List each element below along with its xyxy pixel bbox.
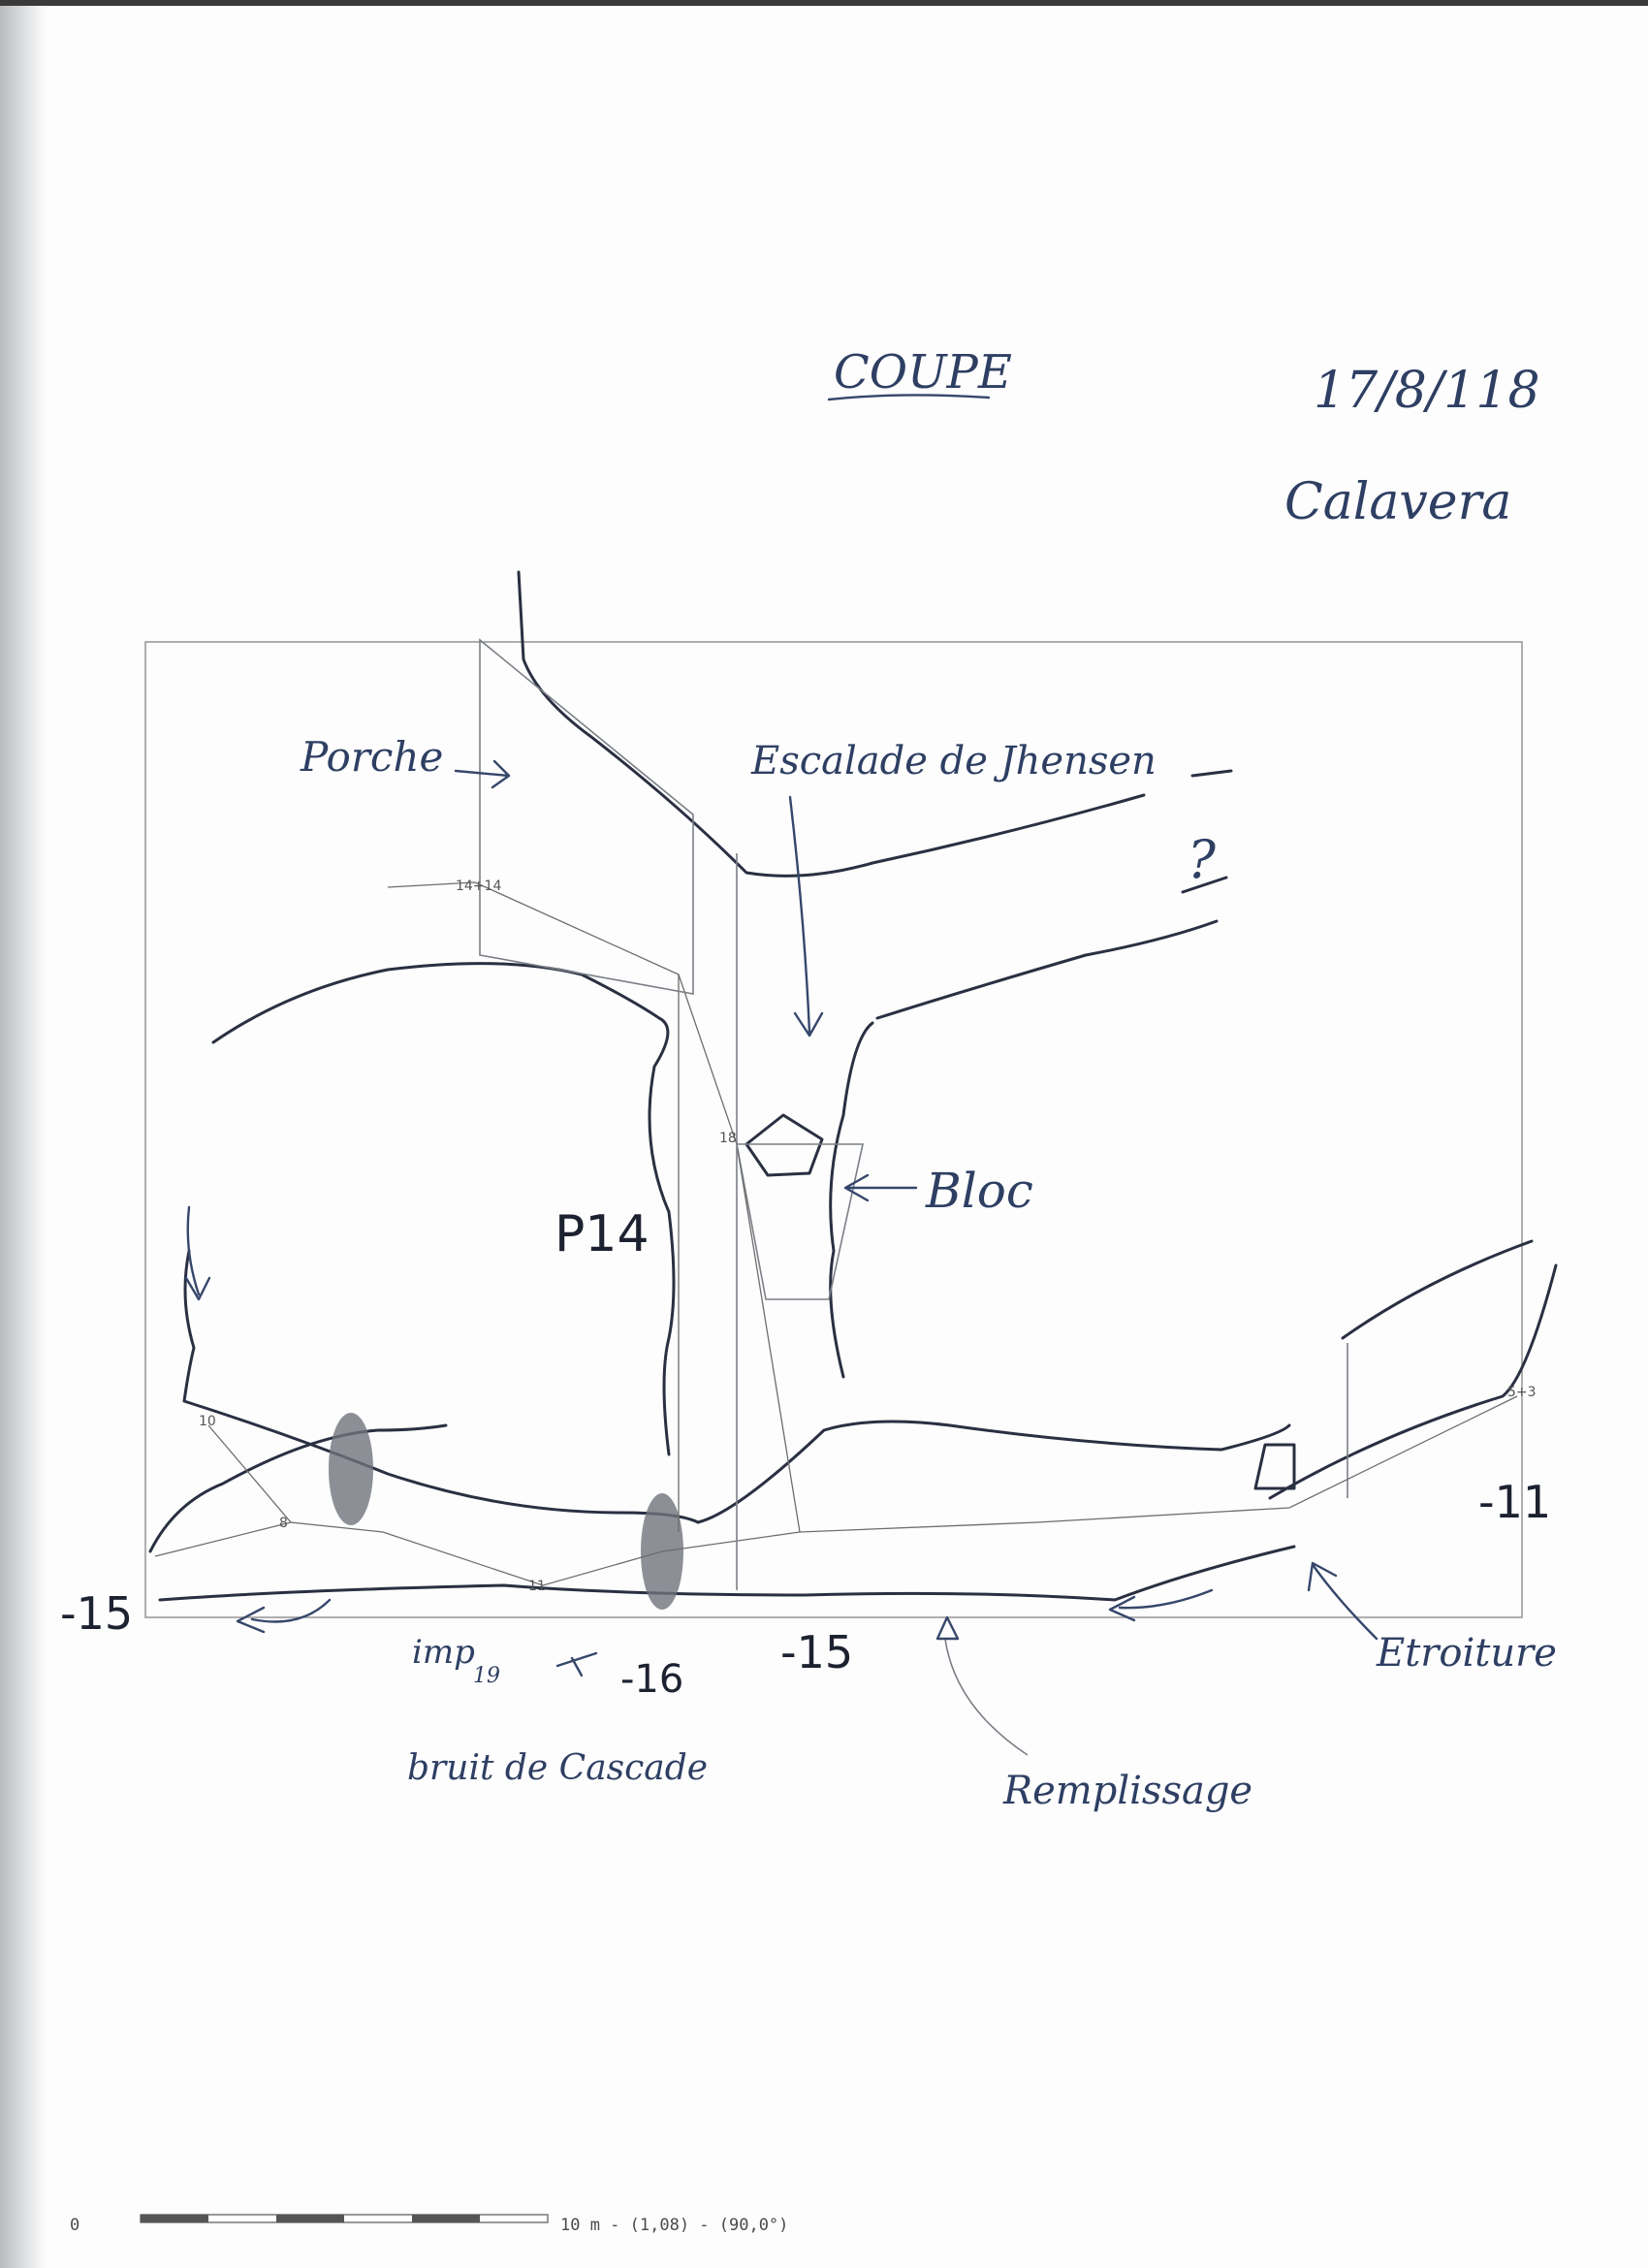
- station-label-mid2: 11: [528, 1579, 546, 1594]
- right-passage-wall: [1268, 1263, 1558, 1500]
- survey-leg-far-left: [154, 1521, 292, 1557]
- scale-label: 10 m - (1,08) - (90,0°): [560, 2216, 788, 2235]
- label-depth-left: -15: [60, 1587, 133, 1640]
- unknown-dash-2: [1181, 876, 1228, 894]
- survey-leg-left: [207, 1424, 801, 1586]
- scale-origin: 0: [70, 2216, 79, 2235]
- central-floor-upper: [696, 1420, 1291, 1524]
- bloc-outline: [745, 1113, 824, 1177]
- escalade-arrow: [788, 795, 824, 1038]
- scan-binding-shadow: [0, 0, 47, 2268]
- cascade-mark: [555, 1651, 598, 1677]
- label-bruit: bruit de Cascade: [407, 1748, 708, 1788]
- etroiture-block: [1253, 1443, 1296, 1490]
- station-label-block: 18: [719, 1131, 737, 1146]
- unknown-dash-1: [1190, 769, 1233, 778]
- remplissage-leader: [944, 1638, 1029, 1756]
- label-p14: P14: [555, 1205, 650, 1263]
- porch-survey-box: [479, 638, 694, 995]
- label-remplissage: Remplissage: [1002, 1769, 1252, 1813]
- scan-top-edge: [0, 0, 1648, 6]
- title-underline: [827, 394, 991, 401]
- flow-arrow-left: [236, 1598, 332, 1634]
- porch-roof-wall: [517, 570, 1146, 878]
- scale-seg-1: [141, 2215, 208, 2222]
- label-imp-sub: 19: [473, 1664, 500, 1688]
- label-question: ?: [1188, 829, 1217, 890]
- label-imp: imp: [412, 1633, 475, 1672]
- flow-arrow-right: [1108, 1588, 1214, 1622]
- left-chamber-roof: [182, 1249, 700, 1524]
- station-label-mid1: 8: [279, 1516, 288, 1531]
- pit-left-wall: [211, 962, 676, 1456]
- survey-leg-main: [387, 881, 1518, 1533]
- scale-seg-3: [412, 2215, 480, 2222]
- section-title: COUPE: [834, 345, 1012, 399]
- hatched-pillars: [329, 1413, 683, 1610]
- pit-right-wall: [829, 1021, 874, 1379]
- station-label-right: 5+3: [1507, 1385, 1537, 1400]
- left-gallery-wall: [148, 1423, 448, 1553]
- scale-bar: 0 10 m - (1,08) - (90,0°): [70, 2214, 788, 2235]
- label-porche: Porche: [300, 733, 443, 781]
- bloc-survey-box: [736, 1143, 864, 1300]
- cave-floor: [158, 1545, 1296, 1602]
- pillar-left: [329, 1413, 373, 1525]
- label-bloc: Bloc: [925, 1163, 1033, 1219]
- label-depth-right: -11: [1478, 1476, 1551, 1528]
- survey-frame: [144, 641, 1523, 1618]
- right-upper-wall: [875, 919, 1219, 1020]
- bloc-arrow: [843, 1173, 918, 1202]
- scale-seg-2: [276, 2215, 344, 2222]
- label-escalade: Escalade de Jhensen: [750, 739, 1157, 783]
- survey-polyline: [154, 638, 1518, 1590]
- porche-arrow: [454, 759, 511, 789]
- station-label-top: 14+14: [456, 878, 501, 894]
- cave-name: Calavera: [1284, 473, 1511, 531]
- survey-date: 17/8/118: [1314, 362, 1540, 420]
- label-depth-bottom-left: -16: [620, 1657, 683, 1702]
- label-etroiture: Etroiture: [1376, 1631, 1557, 1676]
- remplissage-marker: [935, 1615, 960, 1641]
- label-depth-bottom-mid: -15: [780, 1626, 853, 1678]
- station-label-left: 10: [199, 1414, 216, 1429]
- right-passage-roof: [1341, 1239, 1534, 1340]
- etroiture-arrow: [1307, 1561, 1379, 1641]
- entry-arrow-left: [184, 1205, 211, 1301]
